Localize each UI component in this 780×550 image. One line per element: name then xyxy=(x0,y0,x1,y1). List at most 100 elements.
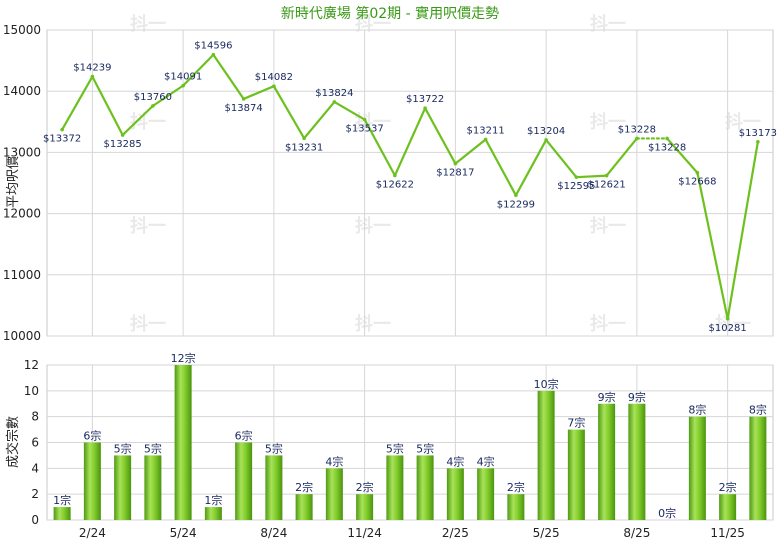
watermark-text: 抖一 xyxy=(715,313,751,335)
bar xyxy=(567,429,585,520)
line-segment xyxy=(424,107,457,165)
watermark-text: 抖一 xyxy=(590,313,626,335)
line-segment xyxy=(726,140,759,320)
line-point xyxy=(635,136,639,141)
watermark-text: 抖一 xyxy=(590,215,626,237)
bar xyxy=(598,403,616,520)
watermark-text: 抖一 xyxy=(130,13,166,35)
bar xyxy=(144,455,162,520)
line-data-label: $13537 xyxy=(346,124,384,135)
bar-data-label: 2宗 xyxy=(719,480,737,494)
line-segment xyxy=(212,53,245,101)
line-data-label: $12817 xyxy=(436,168,474,179)
line-segment xyxy=(454,138,487,165)
line-data-label: $14596 xyxy=(194,41,232,52)
bar-y-tick-label: 10 xyxy=(24,384,39,398)
line-data-label: $13372 xyxy=(43,134,81,145)
x-tick-label: 8/24 xyxy=(260,526,287,540)
line-data-labels: $13372 $14239 $13285 $13760 $14091 $14596 $138… xyxy=(43,41,777,334)
bar xyxy=(174,365,192,520)
line-segment xyxy=(575,174,608,179)
bar-data-labels: 1宗 6宗 5宗 5宗 12宗 1宗 6宗 5宗 2宗 4宗 2宗 5宗 5宗 4宗 4宗 2宗 10宗 7宗 9宗… xyxy=(53,351,767,520)
bar-y-tick-label: 12 xyxy=(24,358,39,372)
line-data-label: $12299 xyxy=(497,199,535,210)
bar xyxy=(749,416,767,520)
bar xyxy=(295,494,313,520)
x-tick-label: 11/25 xyxy=(710,526,745,540)
line-point xyxy=(120,133,125,137)
bar-data-label: 4宗 xyxy=(446,454,464,468)
line-point xyxy=(241,97,246,101)
line-point xyxy=(756,140,760,144)
line-y-tick-label: 15000 xyxy=(3,23,41,37)
line-segment xyxy=(242,85,275,101)
line-segment xyxy=(61,75,94,131)
line-point xyxy=(272,84,276,88)
bar-data-label: 8宗 xyxy=(749,403,767,417)
line-data-label: $13173 xyxy=(739,128,777,139)
line-data-label: $13211 xyxy=(467,125,505,136)
bar xyxy=(537,390,555,520)
bar-data-label: 10宗 xyxy=(534,377,559,391)
line-segment xyxy=(484,138,517,197)
line-y-axis-label: 平均呎價 xyxy=(6,156,21,208)
bar xyxy=(356,494,374,520)
bar-series xyxy=(53,365,767,520)
line-point xyxy=(60,127,64,132)
axes-text: 10000 11000 12000 13000 14000 15000 0 2 4 6 8 10 12 2… xyxy=(3,23,745,540)
bar-data-label: 6宗 xyxy=(235,429,253,443)
line-y-tick-label: 10000 xyxy=(3,329,41,343)
bar xyxy=(446,468,464,520)
bar-data-label: 4宗 xyxy=(477,454,495,468)
bar-data-label: 5宗 xyxy=(416,441,434,455)
bar xyxy=(688,416,706,520)
bar xyxy=(235,442,253,520)
line-point xyxy=(604,173,609,178)
bar xyxy=(114,455,132,520)
line-segment xyxy=(151,84,185,107)
watermark-text: 抖一 xyxy=(355,215,391,237)
bar-data-label: 8宗 xyxy=(688,403,706,417)
line-point xyxy=(211,52,216,57)
line-segment xyxy=(363,118,396,177)
line-point xyxy=(514,193,518,198)
line-data-label: $13722 xyxy=(406,94,444,105)
bar-data-label: 2宗 xyxy=(356,480,374,494)
x-tick-label: 2/24 xyxy=(79,526,106,540)
line-data-label: $13760 xyxy=(134,92,172,103)
bar xyxy=(83,442,101,520)
line-segment xyxy=(333,100,366,121)
watermark-text: 抖一 xyxy=(130,111,166,133)
line-point xyxy=(574,175,579,179)
line-segment xyxy=(272,85,306,140)
line-data-label: $14239 xyxy=(73,63,111,74)
line-data-label: $13228 xyxy=(618,124,656,135)
line-y-tick-label: 11000 xyxy=(3,268,41,282)
bar-data-label: 5宗 xyxy=(144,441,162,455)
bar-data-label: 1宗 xyxy=(204,493,222,507)
watermark-text: 抖一 xyxy=(590,111,626,133)
x-tick-label: 11/24 xyxy=(347,526,382,540)
line-data-label: $12621 xyxy=(588,180,626,191)
bar-data-label: 1宗 xyxy=(53,493,71,507)
line-segment xyxy=(514,138,548,197)
bar-data-label: 5宗 xyxy=(265,441,283,455)
bar-y-tick-label: 2 xyxy=(31,487,39,501)
bar-data-label: 9宗 xyxy=(598,390,616,404)
line-data-label: $14082 xyxy=(255,72,293,83)
line-segment xyxy=(605,137,638,177)
line-data-label: $13874 xyxy=(225,103,263,114)
line-data-label: $12622 xyxy=(376,180,414,191)
watermark-text: 抖一 xyxy=(725,111,761,133)
x-tick-label: 2/25 xyxy=(442,526,469,540)
watermark-text: 抖一 xyxy=(590,13,626,35)
bar-data-label: 9宗 xyxy=(628,390,646,404)
x-tick-label: 8/25 xyxy=(623,526,650,540)
line-y-tick-label: 13000 xyxy=(3,145,41,159)
line-point xyxy=(302,136,306,141)
line-y-tick-label: 12000 xyxy=(3,207,41,221)
bar-data-label: 0宗 xyxy=(658,506,676,520)
line-data-label: $13231 xyxy=(285,142,323,153)
line-segment xyxy=(121,104,154,137)
